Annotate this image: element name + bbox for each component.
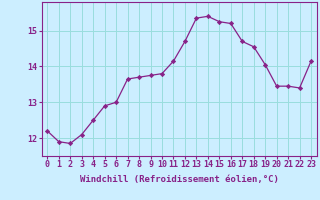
X-axis label: Windchill (Refroidissement éolien,°C): Windchill (Refroidissement éolien,°C) (80, 175, 279, 184)
